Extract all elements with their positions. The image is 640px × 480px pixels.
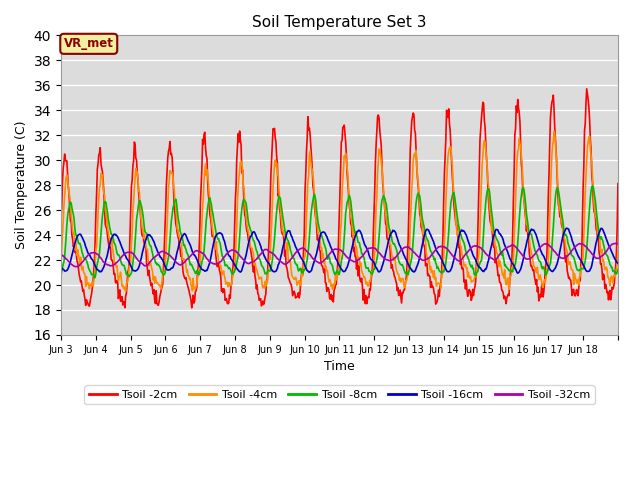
Tsoil -32cm	[397, 247, 405, 252]
Tsoil -8cm	[275, 198, 282, 204]
Line: Tsoil -8cm: Tsoil -8cm	[61, 186, 618, 278]
Tsoil -32cm	[226, 248, 234, 254]
Tsoil -4cm	[429, 270, 436, 276]
X-axis label: Time: Time	[324, 360, 355, 373]
Tsoil -16cm	[514, 270, 522, 276]
Tsoil -2cm	[275, 193, 282, 199]
Tsoil -32cm	[429, 251, 436, 256]
Tsoil -16cm	[397, 245, 404, 251]
Line: Tsoil -32cm: Tsoil -32cm	[61, 243, 618, 267]
Tsoil -32cm	[275, 256, 282, 262]
Tsoil -16cm	[273, 265, 281, 271]
Tsoil -8cm	[589, 183, 596, 189]
Tsoil -4cm	[122, 288, 129, 294]
Tsoil -8cm	[253, 249, 261, 254]
Tsoil -2cm	[57, 218, 65, 224]
Tsoil -8cm	[226, 265, 234, 271]
Tsoil -2cm	[614, 180, 622, 186]
Line: Tsoil -2cm: Tsoil -2cm	[61, 89, 618, 308]
Tsoil -4cm	[275, 171, 282, 177]
Tsoil -8cm	[614, 267, 622, 273]
Tsoil -4cm	[57, 261, 65, 266]
Tsoil -2cm	[583, 86, 591, 92]
Tsoil -4cm	[397, 276, 405, 282]
Tsoil -32cm	[612, 240, 620, 246]
Tsoil -32cm	[124, 250, 131, 255]
Tsoil -2cm	[122, 291, 130, 297]
Line: Tsoil -4cm: Tsoil -4cm	[61, 131, 618, 291]
Tsoil -4cm	[614, 248, 622, 253]
Tsoil -16cm	[122, 255, 130, 261]
Tsoil -16cm	[614, 261, 622, 266]
Tsoil -16cm	[253, 234, 260, 240]
Tsoil -4cm	[124, 280, 131, 286]
Tsoil -2cm	[226, 292, 234, 298]
Tsoil -16cm	[57, 265, 65, 271]
Tsoil -16cm	[563, 226, 570, 231]
Tsoil -4cm	[226, 283, 234, 288]
Tsoil -2cm	[397, 300, 405, 306]
Tsoil -2cm	[253, 282, 261, 288]
Y-axis label: Soil Temperature (C): Soil Temperature (C)	[15, 121, 28, 250]
Text: VR_met: VR_met	[64, 37, 114, 50]
Tsoil -8cm	[124, 271, 131, 277]
Tsoil -32cm	[57, 252, 65, 258]
Tsoil -8cm	[429, 253, 436, 259]
Tsoil -32cm	[253, 255, 261, 261]
Title: Soil Temperature Set 3: Soil Temperature Set 3	[252, 15, 427, 30]
Tsoil -32cm	[72, 264, 79, 270]
Tsoil -16cm	[225, 252, 232, 258]
Tsoil -2cm	[429, 284, 436, 289]
Tsoil -16cm	[428, 235, 436, 241]
Tsoil -2cm	[188, 305, 196, 311]
Legend: Tsoil -2cm, Tsoil -4cm, Tsoil -8cm, Tsoil -16cm, Tsoil -32cm: Tsoil -2cm, Tsoil -4cm, Tsoil -8cm, Tsoi…	[84, 385, 595, 404]
Tsoil -4cm	[253, 267, 261, 273]
Tsoil -4cm	[550, 128, 558, 134]
Tsoil -32cm	[614, 241, 622, 247]
Tsoil -8cm	[397, 262, 405, 268]
Tsoil -8cm	[57, 272, 65, 278]
Tsoil -8cm	[91, 275, 99, 281]
Line: Tsoil -16cm: Tsoil -16cm	[61, 228, 618, 273]
